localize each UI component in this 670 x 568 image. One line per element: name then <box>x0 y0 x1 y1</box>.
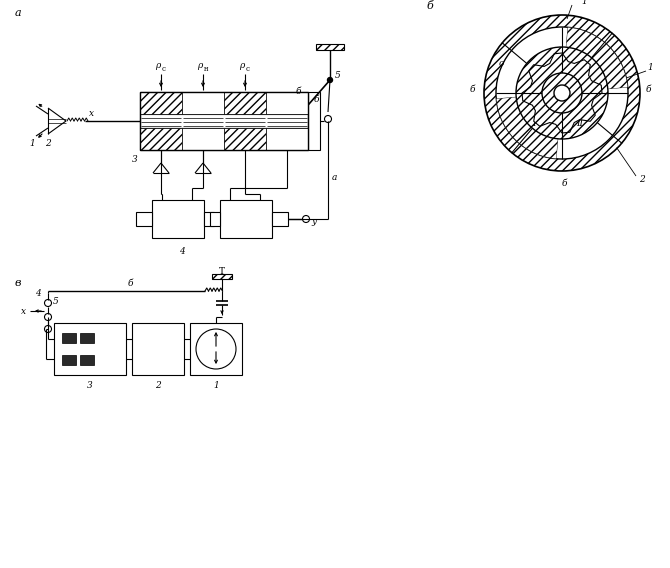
Bar <box>224 128 266 150</box>
Text: о: о <box>498 59 504 68</box>
Bar <box>62 333 76 343</box>
Bar <box>80 355 94 365</box>
Text: ρ: ρ <box>155 61 161 70</box>
Bar <box>132 323 184 375</box>
Bar <box>210 212 220 226</box>
Bar <box>272 212 288 226</box>
Text: 1: 1 <box>647 62 653 72</box>
Circle shape <box>554 85 570 101</box>
Text: х: х <box>21 307 27 315</box>
Bar <box>152 200 204 238</box>
Bar <box>182 128 224 150</box>
Text: 2: 2 <box>639 174 645 183</box>
Bar <box>266 92 308 114</box>
Bar <box>62 355 76 365</box>
Text: Т: Т <box>219 266 225 275</box>
Bar <box>182 92 224 114</box>
Polygon shape <box>496 93 562 158</box>
Text: в: в <box>15 278 21 288</box>
Text: 2: 2 <box>155 381 161 390</box>
Text: 1: 1 <box>213 381 219 390</box>
Bar <box>136 212 152 226</box>
Bar <box>316 44 344 50</box>
Bar <box>220 200 272 238</box>
Bar <box>80 333 94 343</box>
Text: II: II <box>576 119 584 127</box>
Bar <box>140 92 182 114</box>
Bar <box>266 128 308 150</box>
Polygon shape <box>522 53 602 133</box>
Text: б: б <box>469 85 475 94</box>
Bar <box>140 128 182 150</box>
Text: 2: 2 <box>45 140 51 148</box>
Text: б: б <box>127 279 133 289</box>
Text: х: х <box>89 110 94 119</box>
Bar <box>224 92 266 114</box>
Bar <box>140 92 308 150</box>
Text: 1: 1 <box>581 0 587 6</box>
Bar <box>308 92 320 150</box>
Text: 4: 4 <box>179 248 185 257</box>
Circle shape <box>484 15 640 171</box>
Text: I: I <box>532 119 536 127</box>
Text: б: б <box>295 87 301 97</box>
Text: ρ: ρ <box>198 61 202 70</box>
Text: б: б <box>314 95 319 105</box>
Text: 1: 1 <box>29 140 35 148</box>
Text: н: н <box>204 65 208 73</box>
Text: ρ: ρ <box>239 61 245 70</box>
Bar <box>204 212 214 226</box>
Text: б: б <box>645 85 651 94</box>
Bar <box>140 92 308 114</box>
Text: 3: 3 <box>132 156 138 165</box>
Circle shape <box>542 73 582 113</box>
Text: с: с <box>162 65 166 73</box>
Bar <box>54 323 126 375</box>
Circle shape <box>496 27 628 159</box>
Text: 4: 4 <box>35 289 41 298</box>
Text: б: б <box>427 1 433 11</box>
Bar <box>190 323 242 375</box>
Polygon shape <box>562 27 628 93</box>
Bar <box>140 128 308 150</box>
Text: 3: 3 <box>87 381 93 390</box>
Text: у: у <box>312 218 317 227</box>
Text: а: а <box>15 8 21 18</box>
Text: 5: 5 <box>53 296 59 306</box>
Text: 5: 5 <box>335 70 341 80</box>
Circle shape <box>328 77 332 82</box>
Text: а: а <box>331 173 337 182</box>
Text: с: с <box>246 65 250 73</box>
Bar <box>212 274 232 279</box>
Circle shape <box>516 47 608 139</box>
Text: б: б <box>561 178 567 187</box>
Bar <box>140 114 308 128</box>
